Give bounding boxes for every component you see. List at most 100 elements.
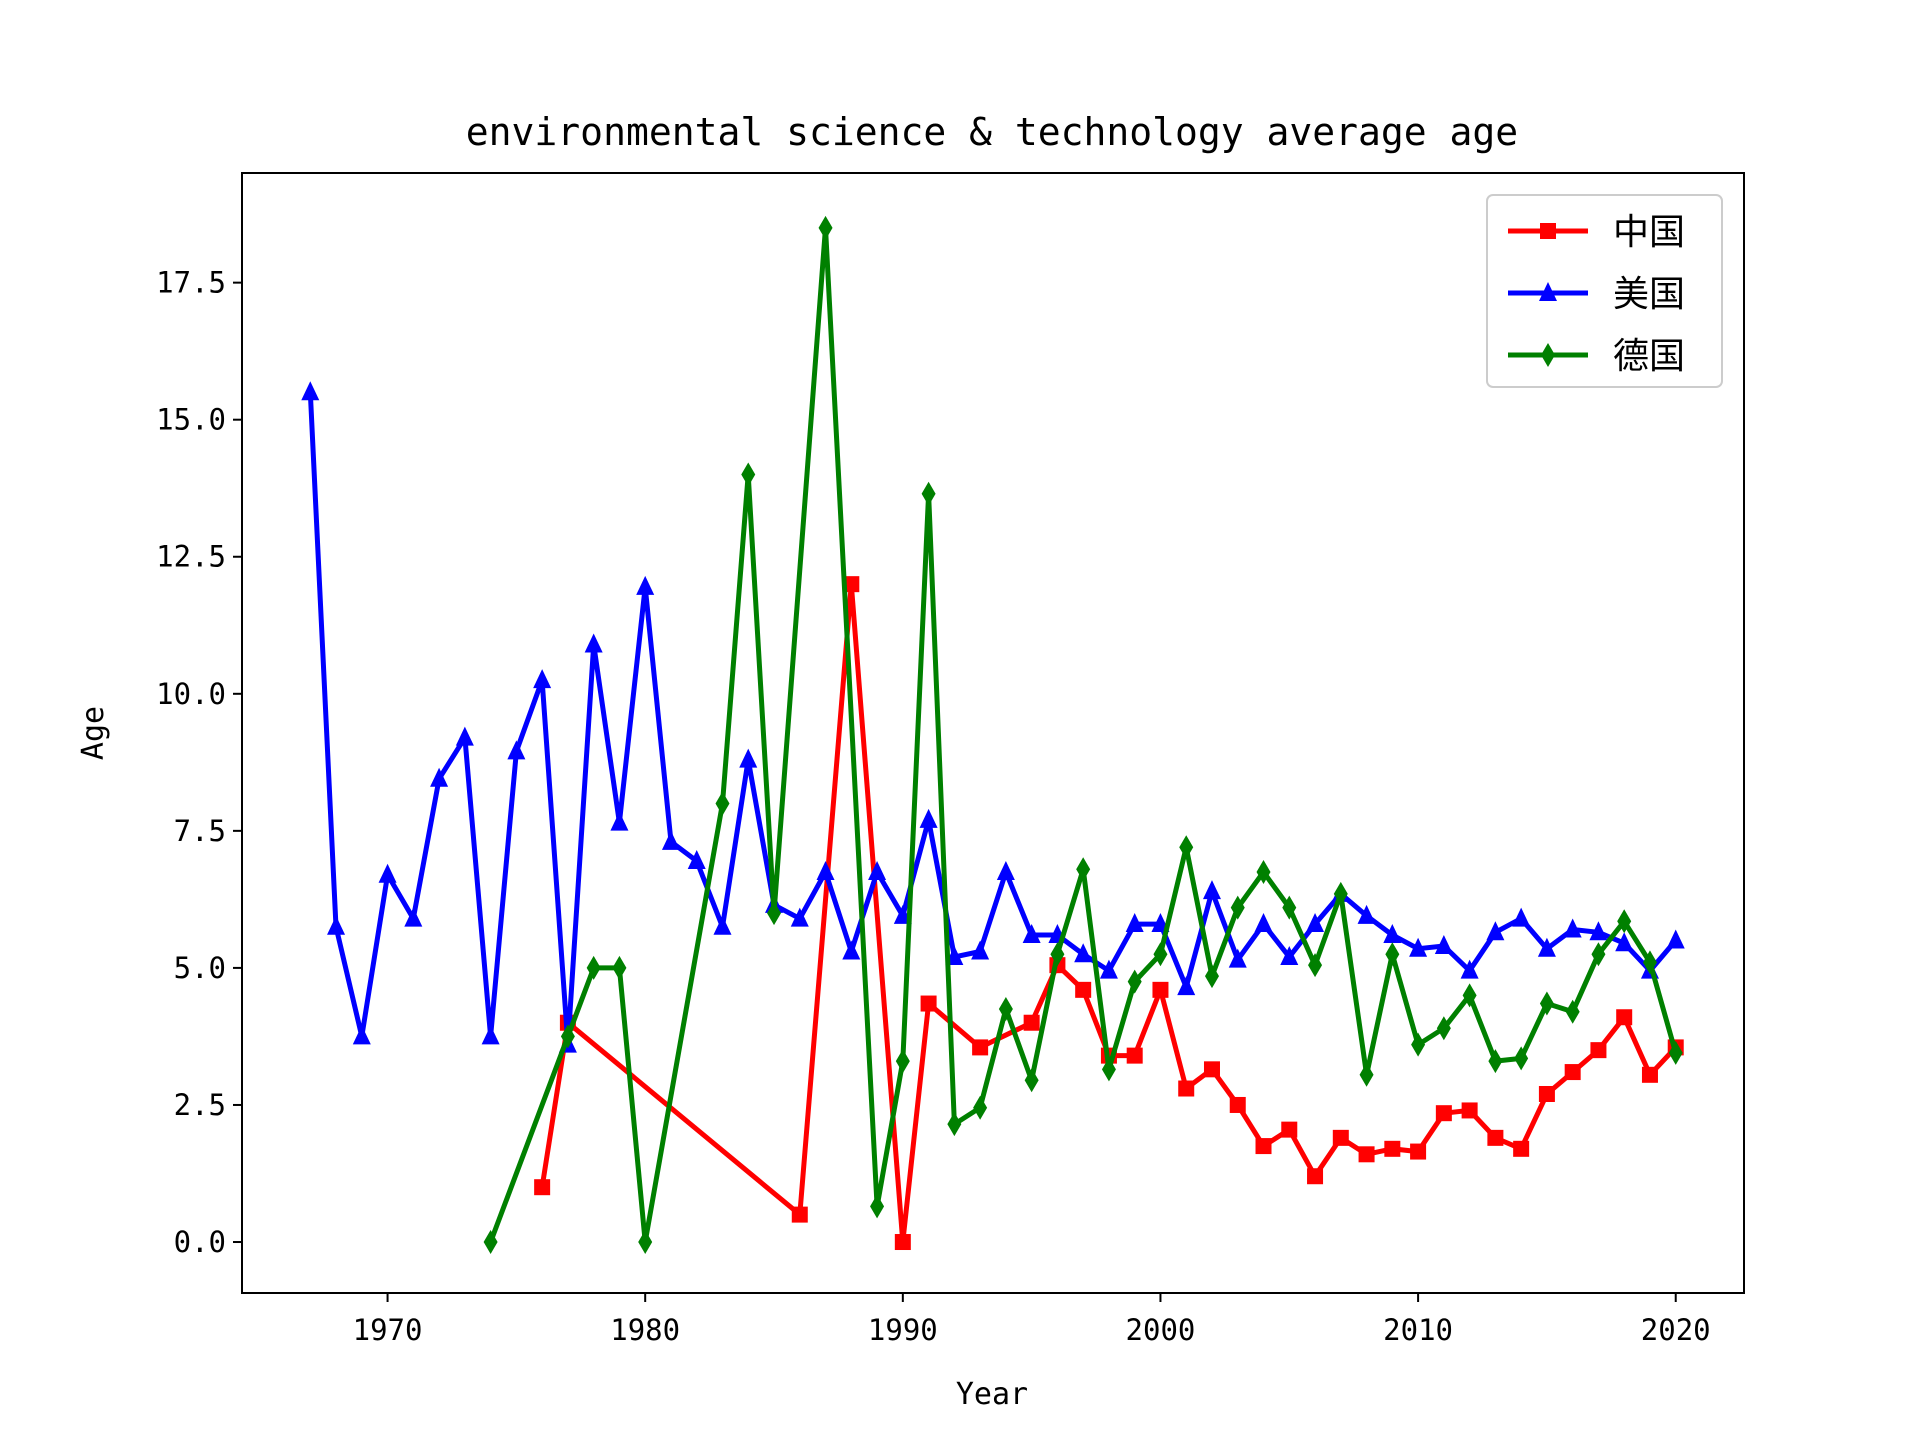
series-2-point bbox=[971, 940, 990, 960]
series-1-point bbox=[1410, 1143, 1427, 1160]
series-2-point bbox=[996, 860, 1015, 880]
series-2-point bbox=[842, 940, 861, 960]
series-2-point bbox=[636, 575, 655, 595]
series-2-point bbox=[533, 669, 552, 689]
series-1-point bbox=[1487, 1129, 1504, 1146]
x-axis-label: Year bbox=[956, 1377, 1028, 1412]
series-1-point bbox=[1616, 1009, 1633, 1026]
series-1-point bbox=[1178, 1080, 1195, 1097]
series-3-point bbox=[1076, 857, 1091, 882]
series-2-point bbox=[584, 633, 603, 653]
series-3-point bbox=[921, 481, 936, 506]
series-1-point bbox=[1126, 1047, 1143, 1064]
series-2-point bbox=[610, 811, 629, 831]
legend-marker bbox=[1540, 223, 1556, 239]
series-3-point bbox=[1436, 1016, 1451, 1041]
series-1-point bbox=[920, 995, 937, 1012]
y-tick-label: 15.0 bbox=[156, 403, 226, 437]
series-2-point bbox=[1280, 945, 1299, 965]
series-2-point bbox=[1486, 921, 1505, 941]
series-1-point bbox=[1590, 1042, 1607, 1059]
legend-frame bbox=[1486, 194, 1723, 388]
y-axis-label: Age bbox=[76, 706, 111, 760]
series-1-point bbox=[1384, 1140, 1401, 1157]
series-2-point bbox=[1589, 921, 1608, 941]
series-3-point bbox=[767, 901, 782, 926]
series-2-point bbox=[301, 381, 320, 401]
series-3-point bbox=[612, 955, 627, 980]
series-1 bbox=[534, 576, 1684, 1251]
series-2-point bbox=[1460, 959, 1479, 979]
y-tick-label: 5.0 bbox=[174, 951, 226, 985]
series-3-point bbox=[1230, 895, 1245, 920]
series-1-point bbox=[1641, 1066, 1658, 1083]
series-1-point bbox=[1229, 1096, 1246, 1113]
series-1-point bbox=[791, 1206, 808, 1223]
series-3-point bbox=[1565, 999, 1580, 1024]
series-3-point bbox=[483, 1230, 498, 1255]
series-2-point bbox=[713, 915, 732, 935]
series-3-point bbox=[1333, 881, 1348, 906]
series-1-point bbox=[1255, 1138, 1272, 1155]
series-3-point bbox=[1179, 835, 1194, 860]
series-2-point bbox=[1125, 913, 1144, 933]
series-1-point bbox=[1358, 1146, 1375, 1163]
series-3-point bbox=[715, 791, 730, 816]
series-2-point bbox=[739, 748, 758, 768]
series-3-point bbox=[560, 1024, 575, 1049]
series-1-point bbox=[1023, 1014, 1040, 1031]
series-3-point bbox=[1101, 1057, 1116, 1082]
series-3-point bbox=[1642, 950, 1657, 975]
x-tick-label: 1980 bbox=[610, 1313, 680, 1347]
legend-item-1: 中国 bbox=[1508, 212, 1685, 253]
series-3-point bbox=[1050, 942, 1065, 967]
series-2-point bbox=[430, 767, 449, 787]
x-tick-label: 2010 bbox=[1383, 1313, 1453, 1347]
series-3-point bbox=[1024, 1068, 1039, 1093]
series-3-point bbox=[1359, 1062, 1374, 1087]
series-2-point bbox=[661, 830, 680, 850]
series-1-point bbox=[1075, 981, 1092, 998]
series-3-point bbox=[1153, 942, 1168, 967]
series-2-point bbox=[352, 1025, 371, 1045]
series-1-point bbox=[1332, 1129, 1349, 1146]
series-1-point bbox=[894, 1234, 911, 1251]
series-3-point bbox=[818, 215, 833, 240]
series-2-point bbox=[1383, 924, 1402, 944]
legend-marker bbox=[1541, 343, 1555, 367]
legend-label: 中国 bbox=[1613, 212, 1685, 253]
series-3 bbox=[483, 215, 1683, 1255]
y-tick-label: 10.0 bbox=[156, 677, 226, 711]
series-1-point bbox=[972, 1039, 989, 1056]
x-axis: 1970 1980 1990 2000 2010 2020 bbox=[353, 1293, 1711, 1347]
series-2-point bbox=[687, 850, 706, 870]
series-2-point bbox=[1563, 918, 1582, 938]
y-tick-label: 12.5 bbox=[156, 540, 226, 574]
series-3-point bbox=[1308, 953, 1323, 978]
series-3-point bbox=[1411, 1032, 1426, 1057]
series-3-point bbox=[1591, 942, 1606, 967]
series-2-point bbox=[1228, 948, 1247, 968]
series-1-point bbox=[1513, 1140, 1530, 1157]
series-3-point bbox=[1488, 1049, 1503, 1074]
series-2-point bbox=[1099, 959, 1118, 979]
series-3-point bbox=[1204, 964, 1219, 989]
series-2-point bbox=[1512, 907, 1531, 927]
series-2-point bbox=[816, 860, 835, 880]
series-1-point bbox=[534, 1179, 551, 1196]
series-3-point bbox=[1539, 991, 1554, 1016]
y-tick-label: 17.5 bbox=[156, 266, 226, 300]
series-2-point bbox=[1074, 943, 1093, 963]
x-tick-label: 2020 bbox=[1641, 1313, 1711, 1347]
series-2-point bbox=[327, 915, 346, 935]
series-2-point bbox=[1177, 976, 1196, 996]
series-3-point bbox=[638, 1230, 653, 1255]
y-tick-label: 7.5 bbox=[174, 814, 226, 848]
series-2-point bbox=[1615, 932, 1634, 952]
series-2-point bbox=[455, 726, 474, 746]
series-3-point bbox=[1617, 909, 1632, 934]
y-tick-label: 0.0 bbox=[174, 1225, 226, 1259]
x-tick-label: 1970 bbox=[353, 1313, 423, 1347]
series-1-point bbox=[1538, 1085, 1555, 1102]
